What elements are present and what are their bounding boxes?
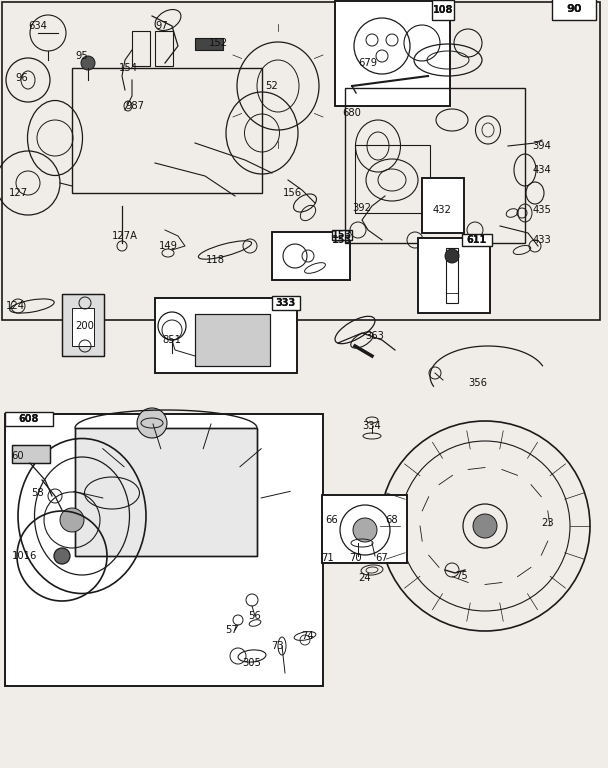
Text: 118: 118 bbox=[206, 255, 224, 265]
Bar bbox=[12, 445, 50, 463]
Text: 56: 56 bbox=[249, 611, 261, 621]
Text: 149: 149 bbox=[159, 241, 178, 251]
Text: 70: 70 bbox=[348, 553, 361, 563]
Bar bbox=[2, 2, 600, 320]
Bar bbox=[432, 0, 454, 20]
Circle shape bbox=[137, 408, 167, 438]
Bar bbox=[418, 238, 490, 313]
Text: 333: 333 bbox=[276, 298, 296, 308]
Text: 96: 96 bbox=[16, 73, 29, 83]
Bar bbox=[272, 296, 300, 310]
Text: 433: 433 bbox=[533, 235, 551, 245]
Bar bbox=[155, 31, 173, 66]
Text: 154: 154 bbox=[119, 63, 137, 73]
Text: 90: 90 bbox=[566, 4, 582, 14]
Circle shape bbox=[81, 56, 95, 70]
Bar bbox=[5, 414, 323, 686]
Bar bbox=[462, 234, 492, 246]
Circle shape bbox=[445, 249, 459, 263]
Text: 305: 305 bbox=[243, 658, 261, 668]
Text: 73: 73 bbox=[272, 641, 285, 651]
Text: 679: 679 bbox=[359, 58, 378, 68]
Bar bbox=[62, 294, 104, 356]
Bar bbox=[195, 38, 223, 50]
Bar bbox=[552, 0, 596, 20]
Bar bbox=[155, 298, 297, 373]
Text: 356: 356 bbox=[469, 378, 488, 388]
Circle shape bbox=[473, 514, 497, 538]
Text: 24: 24 bbox=[359, 573, 371, 583]
Bar bbox=[332, 230, 352, 240]
Text: 435: 435 bbox=[533, 205, 551, 215]
Text: 608: 608 bbox=[19, 414, 39, 424]
Text: 434: 434 bbox=[533, 165, 551, 175]
Circle shape bbox=[54, 548, 70, 564]
Text: 75: 75 bbox=[455, 571, 468, 581]
Text: 608: 608 bbox=[19, 414, 39, 424]
Text: 156: 156 bbox=[283, 188, 302, 198]
Text: 68: 68 bbox=[385, 515, 398, 525]
Text: 394: 394 bbox=[533, 141, 551, 151]
Bar bbox=[132, 31, 150, 66]
Text: 67: 67 bbox=[376, 553, 389, 563]
Text: 200: 200 bbox=[75, 321, 94, 331]
Circle shape bbox=[60, 508, 84, 532]
Bar bbox=[75, 428, 257, 556]
Text: 153: 153 bbox=[332, 230, 352, 240]
Text: 66: 66 bbox=[326, 515, 339, 525]
Text: 108: 108 bbox=[433, 5, 453, 15]
Bar bbox=[322, 495, 407, 563]
Text: 127A: 127A bbox=[112, 231, 138, 241]
Text: 611: 611 bbox=[467, 235, 487, 245]
Bar bbox=[272, 232, 350, 280]
Text: 97: 97 bbox=[156, 21, 168, 31]
Text: 634: 634 bbox=[29, 21, 47, 31]
Bar bbox=[12, 445, 50, 463]
Bar bbox=[355, 145, 430, 213]
Bar bbox=[335, 1, 450, 106]
Text: 363: 363 bbox=[365, 331, 384, 341]
Bar bbox=[155, 298, 297, 373]
Text: 334: 334 bbox=[362, 421, 381, 431]
Text: 108: 108 bbox=[433, 5, 453, 15]
Bar bbox=[345, 88, 525, 243]
Bar bbox=[446, 248, 458, 303]
Text: 1016: 1016 bbox=[12, 551, 38, 561]
Text: 333: 333 bbox=[276, 298, 296, 308]
Bar bbox=[195, 314, 270, 366]
Text: 987: 987 bbox=[125, 101, 145, 111]
Text: 124: 124 bbox=[5, 301, 24, 311]
Bar bbox=[75, 428, 257, 556]
Bar bbox=[72, 68, 262, 193]
Text: 90: 90 bbox=[566, 4, 582, 14]
Text: 95: 95 bbox=[75, 51, 88, 61]
Bar bbox=[195, 314, 270, 366]
Bar bbox=[418, 238, 490, 313]
Text: 392: 392 bbox=[353, 203, 371, 213]
Bar bbox=[5, 414, 323, 686]
Text: 851: 851 bbox=[162, 335, 182, 345]
Text: 74: 74 bbox=[302, 631, 314, 641]
Circle shape bbox=[353, 518, 377, 542]
Bar bbox=[322, 495, 407, 563]
Bar bbox=[422, 178, 464, 233]
Text: 680: 680 bbox=[342, 108, 361, 118]
Text: 153: 153 bbox=[332, 235, 352, 245]
Bar bbox=[335, 1, 450, 106]
Text: 52: 52 bbox=[266, 81, 278, 91]
Text: 152: 152 bbox=[209, 38, 227, 48]
Text: 60: 60 bbox=[12, 451, 24, 461]
Bar bbox=[272, 232, 350, 280]
Text: 432: 432 bbox=[432, 205, 451, 215]
Text: 23: 23 bbox=[542, 518, 554, 528]
Text: 57: 57 bbox=[226, 625, 238, 635]
Text: 611: 611 bbox=[467, 235, 487, 245]
Bar bbox=[62, 294, 104, 356]
Text: 127: 127 bbox=[9, 188, 27, 198]
Text: 58: 58 bbox=[32, 488, 44, 498]
Bar bbox=[72, 308, 94, 346]
Text: 71: 71 bbox=[322, 553, 334, 563]
Bar bbox=[5, 412, 53, 426]
Bar bbox=[422, 178, 464, 233]
